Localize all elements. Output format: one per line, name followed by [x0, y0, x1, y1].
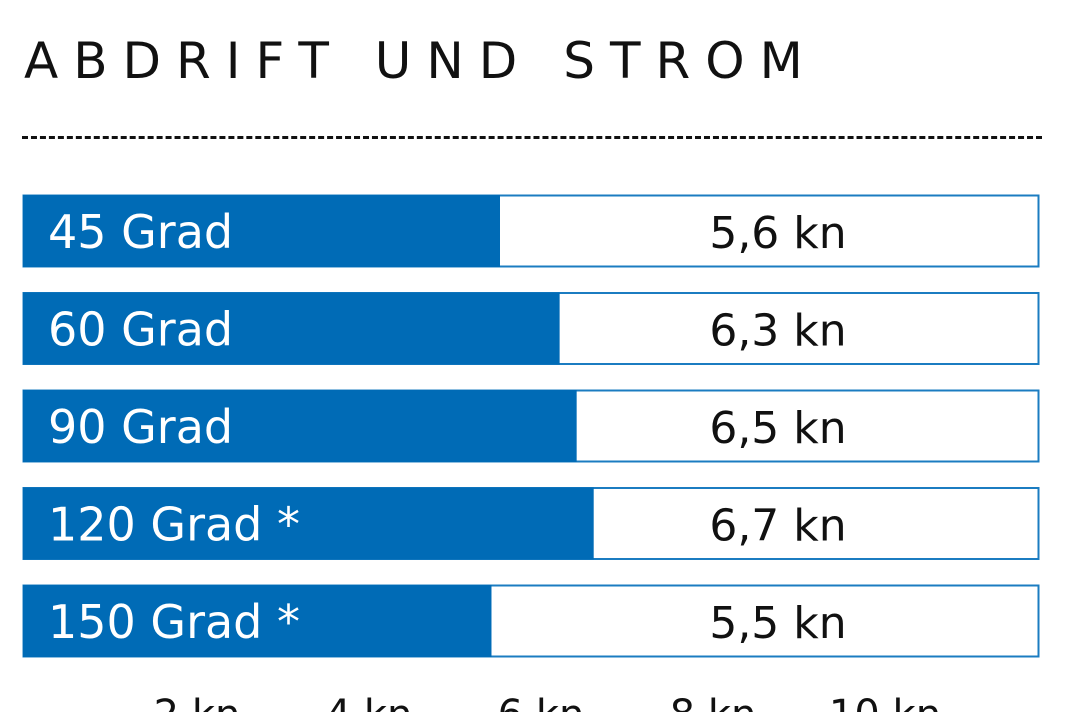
- value-label: 6,3 kn: [709, 306, 846, 357]
- bar: [23, 487, 594, 560]
- chart-title: ABDRIFT UND STROM: [24, 32, 818, 90]
- category-label: 150 Grad *: [48, 595, 300, 649]
- value-label: 5,5 kn: [709, 598, 846, 649]
- category-label: 45 Grad: [48, 205, 233, 259]
- bar: [23, 195, 500, 267]
- value-label: 6,7 kn: [709, 501, 846, 552]
- x-tick-label: 8 kn: [670, 692, 757, 712]
- x-tick-label: 4 kn: [326, 692, 413, 712]
- bar-row: 150 Grad * 5,5 kn: [22, 584, 1040, 658]
- category-label: 60 Grad: [48, 303, 233, 357]
- bar-row: 45 Grad 5,6 kn: [22, 194, 1040, 268]
- dashed-divider: [22, 136, 1042, 139]
- bar-row: 60 Grad 6,3 kn: [22, 292, 1040, 365]
- value-label: 5,6 kn: [709, 208, 846, 259]
- x-tick-label: 2 kn: [154, 692, 241, 712]
- category-label: 90 Grad: [48, 400, 233, 454]
- x-tick-label: 6 kn: [498, 692, 585, 712]
- bar: [23, 292, 560, 365]
- bar: [23, 585, 492, 657]
- bar-row: 90 Grad 6,5 kn: [22, 389, 1040, 463]
- category-label: 120 Grad *: [48, 498, 300, 552]
- x-tick-label: 10 kn: [829, 692, 941, 712]
- bar: [23, 390, 577, 462]
- value-label: 6,5 kn: [709, 403, 846, 454]
- bar-row: 120 Grad * 6,7 kn: [22, 487, 1040, 560]
